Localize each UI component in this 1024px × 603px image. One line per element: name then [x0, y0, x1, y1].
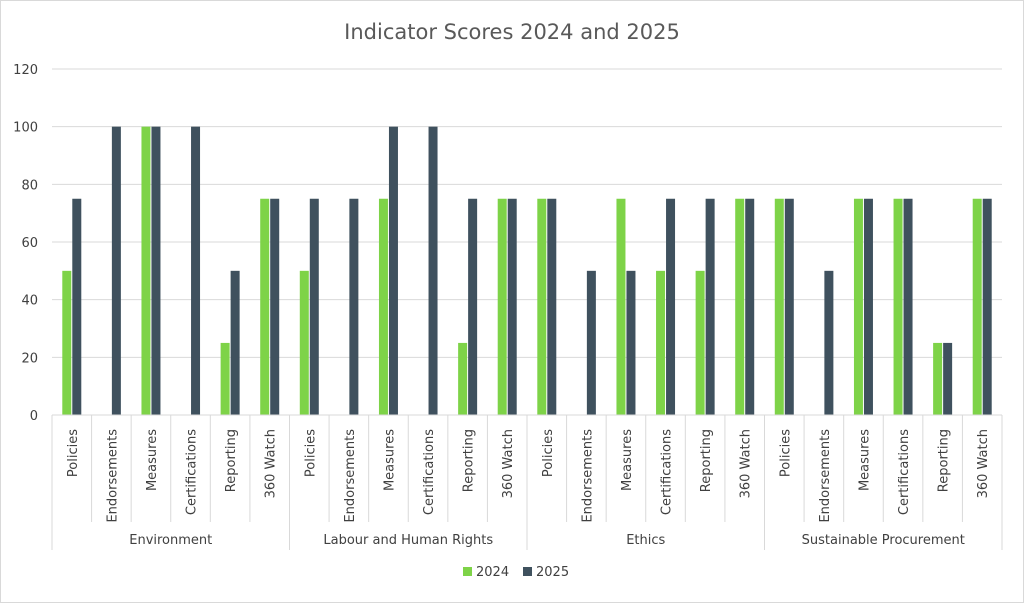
category-label: Policies [303, 429, 318, 477]
bars [62, 126, 992, 416]
bar-2025-endorsements [824, 270, 834, 415]
bar-2024-measures [378, 198, 388, 415]
category-label: Certifications [660, 429, 675, 515]
bar-2025-measures [151, 126, 161, 416]
group-label: Sustainable Procurement [802, 533, 965, 548]
y-tick-label: 80 [21, 178, 38, 193]
y-tick-label: 40 [21, 294, 38, 309]
y-tick-label: 0 [30, 409, 38, 424]
y-axis: 0 20 40 60 80 100 120 [13, 63, 38, 424]
category-label: Policies [778, 429, 793, 477]
bar-2025-policies [309, 198, 319, 415]
bar-2025-certifications [428, 126, 438, 416]
bar-2025-reporting [468, 198, 478, 415]
bar-2024-policies [537, 198, 547, 415]
bar-2025-certifications [903, 198, 913, 415]
category-label: Certifications [185, 429, 200, 515]
legend-swatch [523, 567, 532, 576]
bar-2025-policies [784, 198, 794, 415]
bar-2025-endorsements [349, 198, 359, 415]
category-label: 360 Watch [739, 429, 754, 498]
bar-2025-360-watch [270, 198, 280, 415]
bar-2024-certifications [656, 270, 666, 415]
bar-2025-endorsements [586, 270, 596, 415]
bar-2025-measures [626, 270, 636, 415]
group-label: Labour and Human Rights [323, 533, 493, 548]
bar-2025-policies [72, 198, 82, 415]
group-label: Environment [129, 533, 212, 548]
bar-2025-measures [388, 126, 398, 416]
bar-2024-reporting [695, 270, 705, 415]
category-label: Endorsements [818, 429, 833, 523]
bar-2024-360-watch [735, 198, 745, 415]
category-label: Policies [66, 429, 81, 477]
category-label: 360 Watch [976, 429, 991, 498]
bar-2024-360-watch [972, 198, 982, 415]
x-axis: Policies Endorsements Measures Certificatio… [51, 414, 1003, 550]
bar-2025-360-watch [745, 198, 755, 415]
bar-2025-endorsements [111, 126, 121, 416]
y-tick-label: 100 [13, 121, 38, 136]
legend-swatch [463, 567, 472, 576]
category-label: 360 Watch [264, 429, 279, 498]
legend: 2024 2025 [463, 565, 569, 580]
bar-2024-certifications [893, 198, 903, 415]
y-tick-label: 120 [13, 63, 38, 78]
bar-2025-policies [547, 198, 557, 415]
bar-2024-policies [299, 270, 309, 415]
bar-2025-reporting [705, 198, 715, 415]
bar-2024-policies [62, 270, 72, 415]
category-label: Reporting [462, 429, 477, 492]
category-label: 360 Watch [501, 429, 516, 498]
bar-2024-reporting [220, 342, 230, 415]
category-label: Measures [620, 429, 635, 491]
category-label: Policies [541, 429, 556, 477]
bar-2024-reporting [458, 342, 468, 415]
category-label: Certifications [897, 429, 912, 515]
bar-2025-measures [863, 198, 873, 415]
category-label: Endorsements [580, 429, 595, 523]
y-tick-label: 20 [21, 351, 38, 366]
bar-2025-certifications [666, 198, 676, 415]
category-label: Reporting [937, 429, 952, 492]
group-label: Ethics [626, 533, 665, 548]
category-label: Reporting [699, 429, 714, 492]
bar-2024-360-watch [260, 198, 270, 415]
legend-label: 2024 [476, 565, 509, 580]
bar-2025-reporting [230, 270, 240, 415]
legend-label: 2025 [536, 565, 569, 580]
chart-title: Indicator Scores 2024 and 2025 [344, 20, 680, 44]
bar-2025-reporting [943, 342, 953, 415]
bar-2024-policies [774, 198, 784, 415]
category-label: Endorsements [105, 429, 120, 523]
bar-2024-measures [616, 198, 626, 415]
category-label: Measures [145, 429, 160, 491]
category-label: Measures [382, 429, 397, 491]
bar-2025-360-watch [507, 198, 517, 415]
category-label: Certifications [422, 429, 437, 515]
category-label: Reporting [224, 429, 239, 492]
y-tick-label: 60 [21, 236, 38, 251]
bar-2025-360-watch [982, 198, 992, 415]
bar-2025-certifications [191, 126, 201, 416]
bar-2024-measures [141, 126, 151, 416]
bar-2024-360-watch [497, 198, 507, 415]
bar-2024-reporting [933, 342, 943, 415]
category-label: Endorsements [343, 429, 358, 523]
category-label: Measures [857, 429, 872, 491]
bar-2024-measures [853, 198, 863, 415]
